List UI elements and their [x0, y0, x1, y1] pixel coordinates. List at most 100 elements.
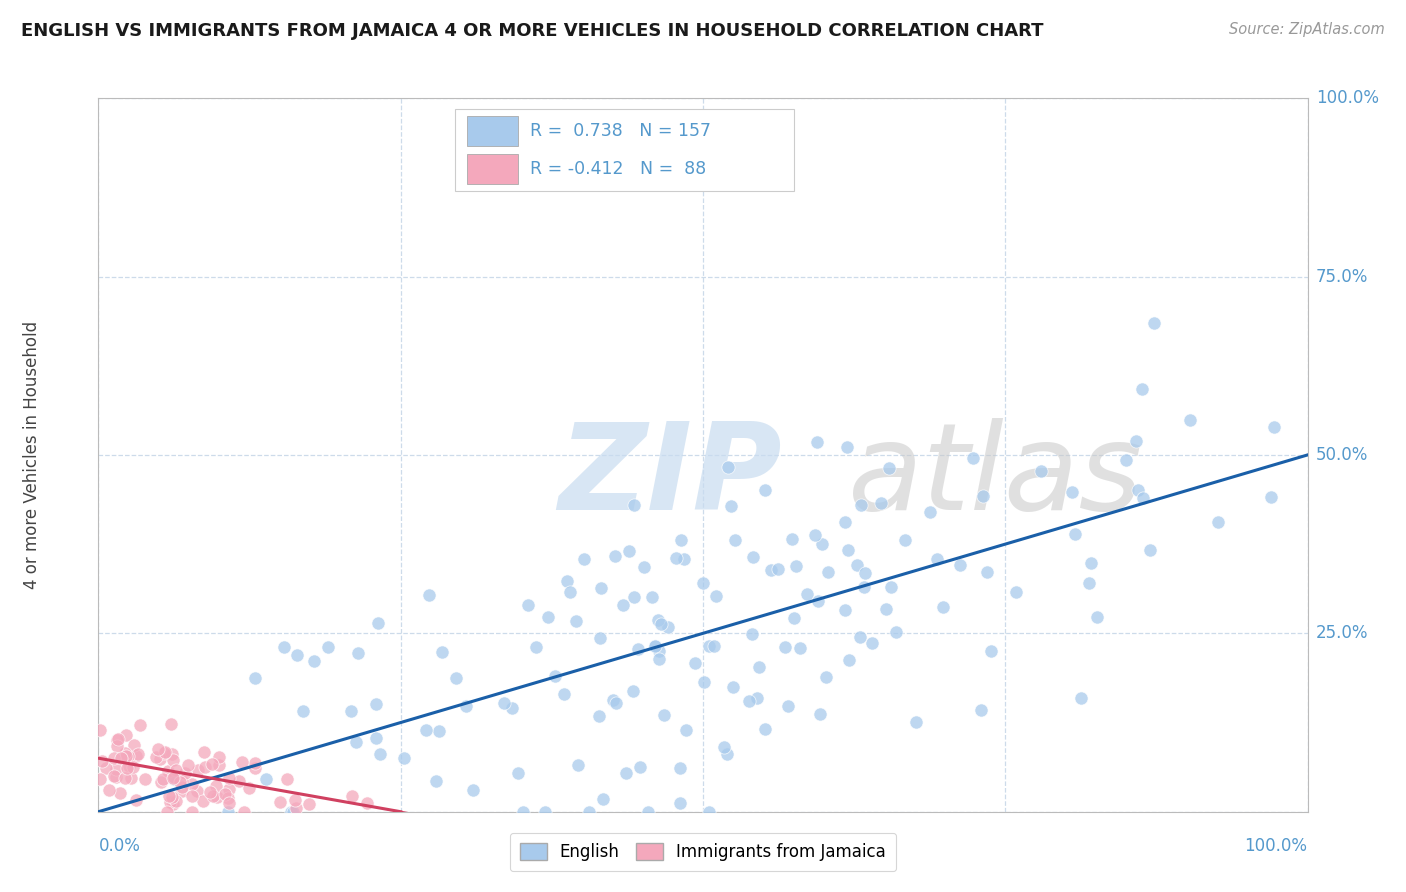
- Point: [1115, 453, 1137, 467]
- Text: 25.0%: 25.0%: [1316, 624, 1368, 642]
- Point: [105, 733, 128, 747]
- Legend: English, Immigrants from Jamaica: English, Immigrants from Jamaica: [510, 833, 896, 871]
- Point: [555, 574, 578, 588]
- Point: [1130, 382, 1153, 396]
- Point: [742, 549, 765, 564]
- Point: [565, 614, 588, 628]
- Point: [159, 796, 181, 810]
- Point: [285, 648, 308, 662]
- Point: [627, 642, 650, 657]
- Point: [644, 639, 666, 653]
- Point: [201, 789, 224, 804]
- Point: [644, 639, 666, 653]
- Point: [814, 670, 837, 684]
- Point: [806, 435, 828, 450]
- Point: [1125, 434, 1147, 448]
- Point: [778, 698, 800, 713]
- Point: [1085, 610, 1108, 624]
- Point: [273, 640, 295, 655]
- Point: [834, 603, 856, 617]
- Point: [560, 585, 582, 599]
- Point: [1078, 575, 1101, 590]
- Point: [430, 645, 453, 659]
- Point: [218, 782, 240, 797]
- Point: [972, 489, 994, 503]
- Point: [254, 772, 277, 786]
- Point: [717, 459, 740, 474]
- Point: [201, 756, 224, 771]
- Point: [218, 796, 240, 810]
- Point: [160, 717, 183, 731]
- Point: [665, 551, 688, 566]
- Point: [808, 706, 831, 721]
- Point: [894, 533, 917, 547]
- Point: [364, 731, 387, 745]
- Point: [1178, 413, 1201, 427]
- Point: [704, 590, 727, 604]
- Text: R =  0.738   N = 157: R = 0.738 N = 157: [530, 122, 711, 140]
- Point: [176, 758, 198, 772]
- Point: [588, 708, 610, 723]
- Point: [114, 772, 136, 786]
- Point: [976, 565, 998, 579]
- Text: 50.0%: 50.0%: [1316, 446, 1368, 464]
- Point: [785, 558, 807, 573]
- Point: [845, 558, 868, 572]
- Point: [1070, 690, 1092, 705]
- Point: [724, 533, 747, 547]
- Point: [747, 690, 769, 705]
- Point: [616, 766, 638, 780]
- Point: [657, 620, 679, 634]
- FancyBboxPatch shape: [467, 153, 517, 184]
- Point: [647, 613, 669, 627]
- Point: [721, 680, 744, 694]
- Point: [169, 774, 191, 789]
- Point: [737, 694, 759, 708]
- Point: [163, 772, 186, 787]
- Point: [187, 763, 209, 777]
- Point: [368, 747, 391, 762]
- Point: [1260, 490, 1282, 504]
- Point: [344, 735, 367, 749]
- Text: ENGLISH VS IMMIGRANTS FROM JAMAICA 4 OR MORE VEHICLES IN HOUSEHOLD CORRELATION C: ENGLISH VS IMMIGRANTS FROM JAMAICA 4 OR …: [21, 22, 1043, 40]
- Point: [172, 780, 194, 794]
- Text: 75.0%: 75.0%: [1316, 268, 1368, 285]
- Text: ZIP: ZIP: [558, 417, 782, 535]
- Point: [89, 772, 111, 786]
- Point: [920, 505, 942, 519]
- Point: [103, 751, 125, 765]
- Point: [766, 562, 789, 576]
- Point: [870, 496, 893, 510]
- Point: [501, 701, 523, 715]
- Point: [834, 515, 856, 529]
- Point: [648, 643, 671, 657]
- Point: [156, 764, 179, 778]
- Point: [298, 797, 321, 811]
- Point: [356, 796, 378, 810]
- Point: [697, 805, 720, 819]
- Point: [205, 779, 228, 793]
- Point: [415, 723, 437, 737]
- Point: [1139, 543, 1161, 558]
- Point: [194, 760, 217, 774]
- Point: [463, 783, 485, 797]
- Point: [602, 693, 624, 707]
- Point: [198, 784, 221, 798]
- Point: [145, 749, 167, 764]
- Point: [367, 615, 389, 630]
- Point: [89, 723, 111, 738]
- Point: [181, 789, 204, 803]
- Point: [342, 789, 364, 804]
- Point: [692, 575, 714, 590]
- Point: [427, 723, 450, 738]
- Point: [811, 537, 834, 551]
- Point: [508, 766, 530, 780]
- Point: [162, 797, 184, 812]
- Point: [782, 611, 804, 625]
- Point: [648, 652, 671, 666]
- Point: [163, 770, 186, 784]
- Point: [231, 756, 253, 770]
- Point: [193, 745, 215, 759]
- Point: [217, 791, 239, 805]
- Text: 100.0%: 100.0%: [1316, 89, 1379, 107]
